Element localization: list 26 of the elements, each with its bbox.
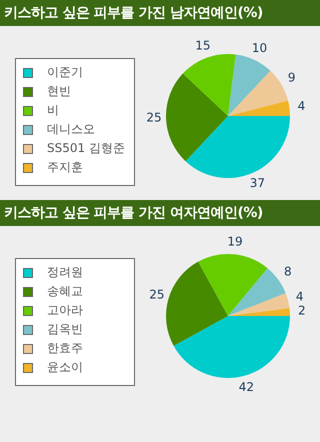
data-label: 37 xyxy=(250,176,266,190)
legend-label: SS501 김형준 xyxy=(47,140,125,157)
data-label: 10 xyxy=(252,41,268,56)
legend-label: 윤소이 xyxy=(47,359,83,376)
legend-label: 데니스오 xyxy=(47,121,95,138)
legend-label: 이준기 xyxy=(47,64,83,81)
legend-label: 주지훈 xyxy=(47,159,83,176)
chart-title: 키스하고 싶은 피부를 가진 여자연예인(%) xyxy=(0,200,320,226)
legend-label: 정려원 xyxy=(47,264,83,281)
legend-label: 송혜교 xyxy=(47,283,83,300)
data-label: 19 xyxy=(227,234,243,248)
data-label: 15 xyxy=(195,38,211,52)
data-label: 25 xyxy=(149,287,165,302)
data-label: 42 xyxy=(238,380,254,394)
chart-title: 키스하고 싶은 피부를 가진 남자연예인(%) xyxy=(0,0,320,26)
legend-label: 현빈 xyxy=(47,83,71,100)
legend-label: 고아라 xyxy=(47,302,83,319)
data-label: 25 xyxy=(146,110,162,124)
data-label: 9 xyxy=(288,70,296,84)
data-label: 4 xyxy=(298,98,306,113)
data-label: 4 xyxy=(296,290,304,304)
legend-label: 한효주 xyxy=(47,340,83,357)
data-label: 8 xyxy=(284,264,292,279)
data-label: 2 xyxy=(298,303,306,318)
legend-label: 비 xyxy=(47,102,59,119)
legend-label: 김옥빈 xyxy=(47,321,83,338)
